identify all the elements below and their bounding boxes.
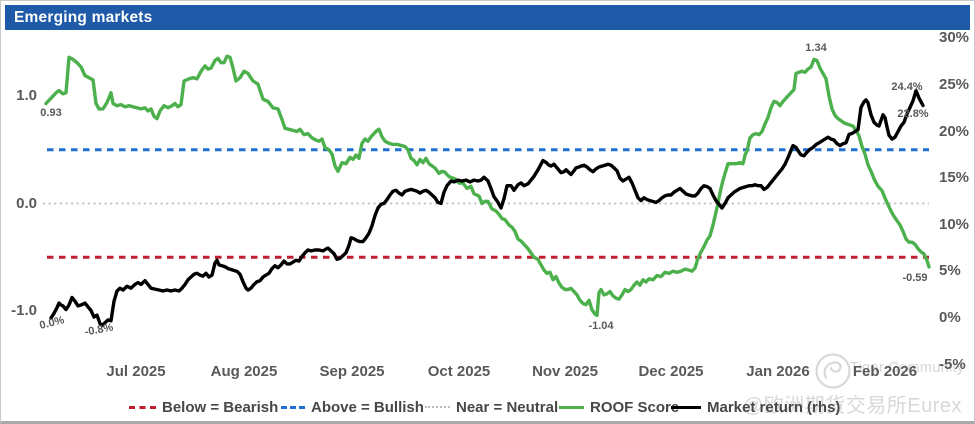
- left-axis-tick: 0.0: [16, 194, 37, 212]
- right-axis-tick: 10%: [939, 215, 970, 233]
- data-label: -1.04: [588, 320, 614, 332]
- title-bar: Emerging markets: [5, 5, 970, 30]
- series-roof-score: [44, 54, 931, 317]
- data-label: -0.59: [902, 272, 928, 284]
- right-axis-tick: 25%: [939, 76, 970, 93]
- x-axis-label: Feb 2026: [852, 363, 918, 380]
- data-label: 24.4%: [891, 81, 923, 93]
- right-axis-tick: 15%: [939, 169, 970, 187]
- x-axis-label: Jul 2025: [106, 363, 166, 380]
- left-axis-tick: 1.0: [16, 87, 37, 104]
- right-axis-tick: 0%: [939, 309, 961, 326]
- x-axis-label: Oct 2025: [427, 363, 491, 380]
- data-label: 22.8%: [897, 108, 929, 120]
- data-label: 0.93: [40, 107, 62, 119]
- series-market-return-rhs-: [49, 88, 925, 328]
- right-axis-tick: 5%: [939, 262, 961, 280]
- x-axis-label: Dec 2025: [638, 363, 704, 380]
- x-axis-label: Nov 2025: [532, 363, 598, 380]
- x-axis-label: Aug 2025: [210, 363, 278, 380]
- x-axis-label: Sep 2025: [319, 363, 385, 380]
- data-label: 1.34: [805, 42, 827, 54]
- right-axis-tick: -5%: [939, 355, 966, 373]
- chart-title: Emerging markets: [14, 8, 153, 26]
- right-axis-tick: 20%: [939, 122, 970, 140]
- left-axis-tick: -1.0: [11, 302, 37, 319]
- right-axis-tick: 30%: [939, 29, 970, 47]
- x-axis-label: Jan 2026: [746, 363, 810, 380]
